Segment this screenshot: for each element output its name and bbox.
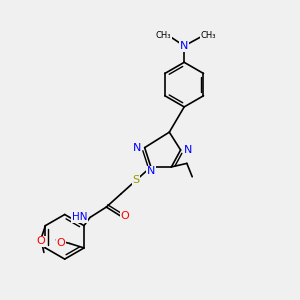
Text: O: O bbox=[121, 211, 129, 221]
Text: N: N bbox=[133, 142, 141, 153]
Text: N: N bbox=[180, 41, 188, 51]
Text: CH₃: CH₃ bbox=[156, 31, 171, 40]
Text: O: O bbox=[56, 238, 65, 248]
Text: O: O bbox=[37, 236, 45, 246]
Text: N: N bbox=[184, 145, 193, 155]
Text: HN: HN bbox=[72, 212, 88, 223]
Text: S: S bbox=[133, 175, 140, 185]
Text: CH₃: CH₃ bbox=[200, 31, 216, 40]
Text: N: N bbox=[147, 167, 155, 176]
